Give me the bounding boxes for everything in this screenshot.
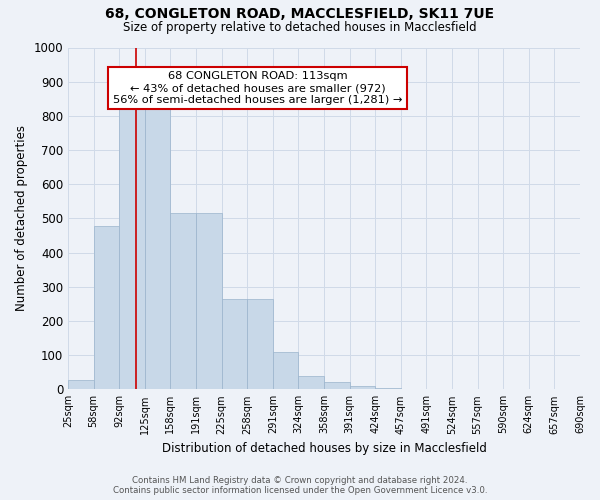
- Bar: [145, 109, 170, 390]
- Bar: [170, 214, 196, 390]
- Text: 68 CONGLETON ROAD: 113sqm
← 43% of detached houses are smaller (972)
56% of semi: 68 CONGLETON ROAD: 113sqm ← 43% of detac…: [113, 72, 402, 104]
- Bar: [247, 298, 273, 390]
- Bar: [375, 388, 401, 390]
- Bar: [324, 382, 350, 390]
- Bar: [119, 109, 145, 390]
- Text: Contains HM Land Registry data © Crown copyright and database right 2024.
Contai: Contains HM Land Registry data © Crown c…: [113, 476, 487, 495]
- Y-axis label: Number of detached properties: Number of detached properties: [15, 126, 28, 312]
- Bar: [350, 386, 375, 390]
- Text: 68, CONGLETON ROAD, MACCLESFIELD, SK11 7UE: 68, CONGLETON ROAD, MACCLESFIELD, SK11 7…: [106, 8, 494, 22]
- Bar: [68, 380, 94, 390]
- Bar: [94, 226, 119, 390]
- Bar: [196, 214, 221, 390]
- Bar: [298, 376, 324, 390]
- Text: Size of property relative to detached houses in Macclesfield: Size of property relative to detached ho…: [123, 21, 477, 34]
- Bar: [221, 298, 247, 390]
- X-axis label: Distribution of detached houses by size in Macclesfield: Distribution of detached houses by size …: [161, 442, 487, 455]
- Bar: [273, 352, 298, 390]
